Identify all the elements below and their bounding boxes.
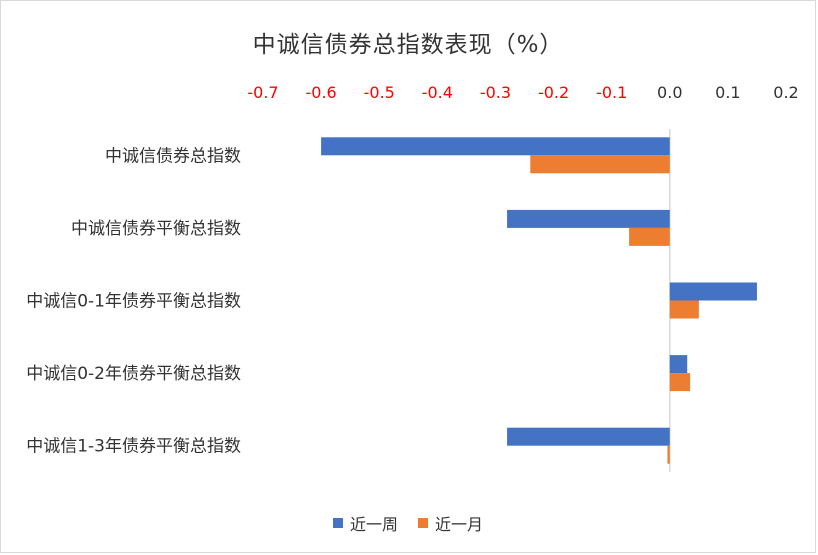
bar-monthly (669, 373, 691, 392)
legend-item-weekly: 近一周 (332, 511, 398, 535)
x-tick-label: -0.2 (538, 83, 569, 102)
legend-item-monthly: 近一月 (418, 511, 483, 535)
chart-title: 中诚信债券总指数表现（%） (252, 32, 564, 58)
bar-weekly (669, 282, 757, 301)
x-tick-label: -0.1 (596, 83, 627, 102)
legend-swatch-weekly (332, 518, 343, 528)
legend: 近一周 近一月 (1, 511, 815, 535)
legend-swatch-monthly (418, 518, 428, 528)
bar-weekly (669, 355, 688, 374)
bar-monthly (667, 445, 670, 464)
x-tick-label: 0.2 (773, 83, 798, 102)
x-tick-label: 0.1 (715, 83, 740, 102)
x-tick-label: -0.5 (364, 83, 395, 102)
x-tick-label: -0.3 (480, 83, 511, 102)
bar-weekly (507, 427, 670, 446)
category-label: 中诚信0-2年债券平衡总指数 (26, 364, 241, 384)
category-label: 中诚信0-1年债券平衡总指数 (26, 292, 241, 312)
x-tick-label: -0.4 (422, 83, 453, 102)
bar-weekly (507, 209, 670, 228)
bar-monthly (629, 227, 670, 246)
x-tick-label: -0.7 (247, 83, 278, 102)
category-label: 中诚信债券总指数 (105, 146, 241, 166)
legend-label-monthly: 近一月 (435, 515, 484, 534)
category-label: 中诚信1-3年债券平衡总指数 (26, 437, 241, 457)
category-label: 中诚信债券平衡总指数 (71, 219, 241, 239)
bar-monthly (669, 300, 699, 319)
legend-label-weekly: 近一周 (349, 515, 398, 534)
x-tick-label: 0.0 (657, 83, 682, 102)
bar-weekly (321, 137, 670, 156)
x-tick-label: -0.6 (306, 83, 337, 102)
bar-monthly (530, 155, 670, 174)
